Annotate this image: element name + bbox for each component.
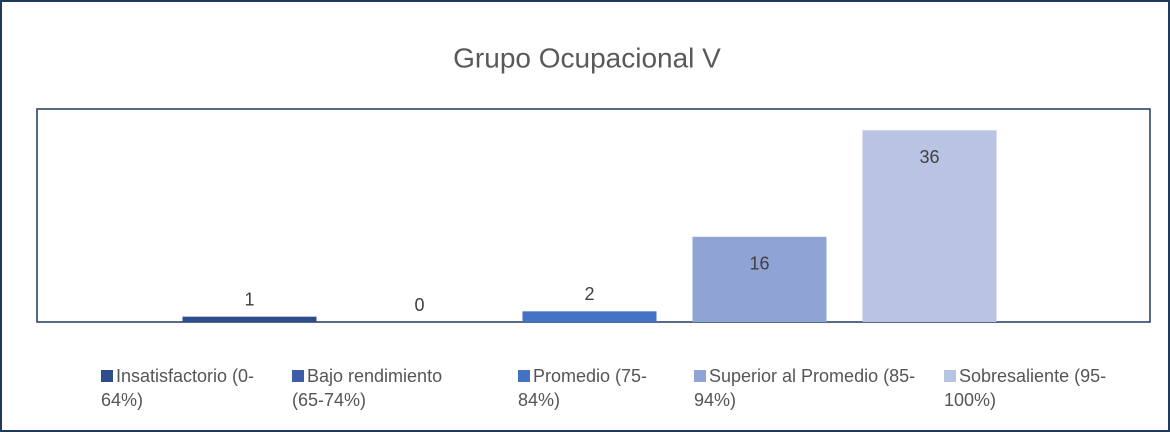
legend-label: Promedio (75-84%) [518,366,648,410]
legend-swatch [518,370,530,382]
chart-title: Grupo Ocupacional V [453,42,721,73]
legend-label: Insatisfactorio (0-64%) [101,366,255,410]
legend-item: Insatisfactorio (0-64%) [101,364,266,412]
legend-swatch [944,370,956,382]
bar [182,316,317,322]
data-label: 0 [414,295,424,315]
legend-swatch [101,370,113,382]
legend-swatch [694,370,706,382]
legend-item: Sobresaliente (95-100%) [944,364,1109,412]
data-label: 2 [584,284,594,304]
legend-item: Superior al Promedio (85-94%) [694,364,919,412]
legend-item: Promedio (75-84%) [518,364,683,412]
data-label: 36 [919,147,939,167]
bar [692,236,827,322]
data-label: 16 [749,254,769,274]
legend-label: Superior al Promedio (85-94%) [694,366,916,410]
legend-label: Bajo rendimiento (65-74%) [292,366,443,410]
legend-item: Bajo rendimiento (65-74%) [292,364,457,412]
legend-swatch [292,370,304,382]
bar [862,130,997,322]
data-label: 1 [244,289,254,309]
bar [522,311,657,322]
legend-label: Sobresaliente (95-100%) [944,366,1107,410]
